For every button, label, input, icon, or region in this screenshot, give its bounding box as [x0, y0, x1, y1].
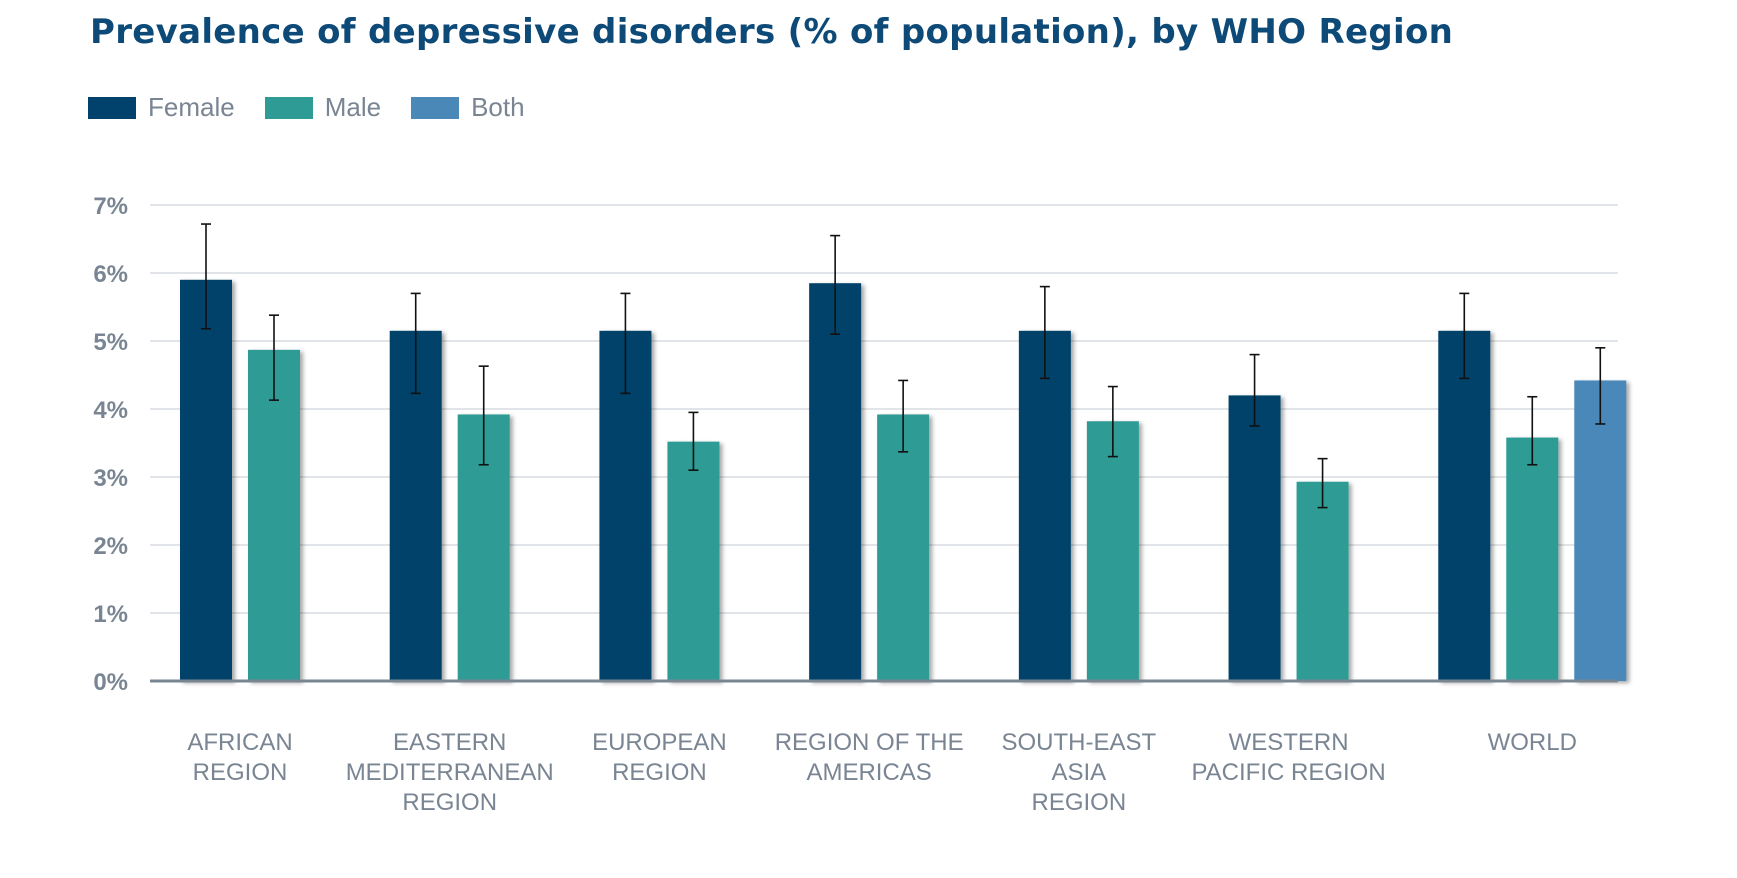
x-category-label: EASTERN: [393, 729, 506, 756]
y-tick-label: 5%: [93, 329, 128, 356]
bar-female: [1438, 330, 1491, 681]
legend-item-both: Both: [411, 92, 525, 123]
y-tick-label: 3%: [93, 465, 128, 492]
bar-male: [877, 414, 930, 681]
chart-title: Prevalence of depressive disorders (% of…: [90, 12, 1454, 52]
x-category-label: REGION OF THE: [775, 729, 964, 756]
bar-female: [180, 279, 232, 681]
bar-both: [1574, 380, 1627, 681]
x-category-label: AFRICAN: [187, 729, 292, 756]
x-category-label: REGION: [193, 759, 288, 786]
y-tick-label: 1%: [93, 601, 128, 628]
legend-swatch-male: [264, 96, 313, 119]
y-tick-label: 4%: [93, 397, 128, 424]
bar-male: [667, 441, 720, 681]
legend-swatch-female: [88, 96, 136, 119]
x-category-label: REGION: [612, 759, 707, 786]
y-tick-label: 2%: [93, 533, 128, 560]
legend-swatch-both: [411, 96, 460, 119]
y-tick-label: 7%: [93, 193, 128, 220]
legend-item-male: Male: [264, 92, 382, 123]
bar-female: [1228, 395, 1281, 681]
legend-label-male: Male: [324, 92, 382, 122]
x-category-label: AMERICAS: [806, 759, 931, 786]
x-category-label: PACIFIC REGION: [1191, 759, 1385, 786]
bar-male: [1506, 437, 1559, 681]
legend-label-female: Female: [148, 92, 235, 122]
legend-item-female: Female: [88, 92, 235, 123]
x-category-label: ASIA: [1052, 759, 1107, 786]
y-tick-label: 6%: [93, 261, 128, 288]
legend: Female Male Both: [88, 92, 555, 123]
bar-male: [1296, 481, 1349, 681]
legend-label-both: Both: [471, 92, 525, 122]
bar-male: [1086, 421, 1139, 681]
bar-female: [1018, 330, 1071, 681]
x-category-label: WORLD: [1488, 729, 1577, 756]
x-category-label: MEDITERRANEAN: [346, 759, 554, 786]
bar-male: [248, 349, 300, 681]
y-tick-label: 0%: [93, 669, 128, 696]
x-category-label: REGION: [402, 789, 497, 816]
x-category-label: REGION: [1032, 789, 1127, 816]
x-category-label: WESTERN: [1229, 729, 1349, 756]
x-category-label: EUROPEAN: [592, 729, 727, 756]
bar-female: [809, 283, 862, 681]
x-category-label: SOUTH-EAST: [1002, 729, 1157, 756]
